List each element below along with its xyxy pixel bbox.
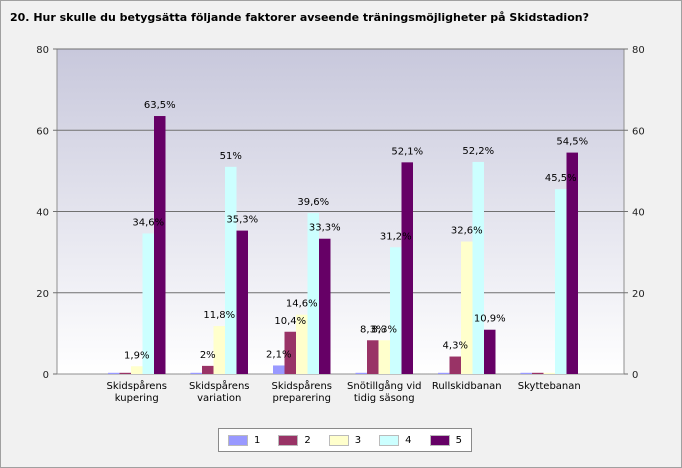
bar <box>566 152 578 374</box>
category-label: Snötillgång vid <box>347 379 421 392</box>
legend-label: 3 <box>354 434 362 446</box>
data-label: 34,6% <box>132 217 164 228</box>
category-label: tidig säsong <box>354 393 415 404</box>
bar <box>378 340 390 374</box>
bar <box>284 331 296 374</box>
legend-label: 1 <box>254 434 261 446</box>
bar <box>190 372 202 374</box>
legend-swatch <box>228 434 248 446</box>
category-label: Skyttebanan <box>518 381 581 392</box>
legend-swatch <box>278 434 299 446</box>
bar <box>213 326 225 374</box>
legend-item: 4 <box>379 434 412 446</box>
legend-item: 5 <box>429 434 462 446</box>
bar <box>307 213 319 374</box>
data-label: 1,9% <box>124 350 149 361</box>
legend: 1 2 3 4 5 <box>218 428 472 452</box>
y-tick-label-left: 40 <box>36 208 49 219</box>
legend-swatch <box>429 434 450 446</box>
legend-label: 5 <box>455 434 462 446</box>
data-label: 10,9% <box>474 314 506 325</box>
y-tick-label-right: 0 <box>632 370 638 381</box>
bar <box>296 314 308 374</box>
category-label: Skidspårens <box>271 379 332 392</box>
data-label: 2,1% <box>266 349 291 360</box>
bar <box>225 166 237 374</box>
data-label: 10,4% <box>274 316 306 327</box>
data-label: 35,3% <box>226 215 258 226</box>
bar <box>390 247 402 374</box>
bar <box>520 372 532 374</box>
bar <box>543 372 555 374</box>
data-label: 8,3% <box>372 324 397 335</box>
bar <box>484 329 496 374</box>
data-label: 54,5% <box>556 137 588 148</box>
bar <box>142 233 154 374</box>
bar <box>449 356 461 374</box>
data-label: 32,6% <box>451 226 483 237</box>
data-label: 31,2% <box>380 231 412 242</box>
bar <box>154 116 166 374</box>
bar <box>367 340 379 374</box>
bar <box>273 365 285 374</box>
y-tick-label-right: 20 <box>632 289 645 300</box>
y-tick-label-left: 60 <box>36 126 49 137</box>
legend-label: 4 <box>405 434 412 446</box>
data-label: 33,3% <box>309 223 341 234</box>
bar <box>461 241 473 374</box>
y-tick-label-left: 0 <box>43 370 49 381</box>
y-tick-label-left: 20 <box>36 289 49 300</box>
data-label: 4,3% <box>443 341 468 352</box>
bar <box>555 189 567 374</box>
data-label: 11,8% <box>203 310 235 321</box>
data-label: 2% <box>200 350 216 361</box>
bar <box>401 162 413 374</box>
bar <box>236 230 248 374</box>
bar <box>355 372 367 374</box>
data-label: 52,2% <box>462 146 494 157</box>
bar <box>108 372 120 374</box>
bar <box>532 372 544 374</box>
category-label: variation <box>197 393 241 404</box>
category-label: preparering <box>273 393 332 404</box>
legend-item: 2 <box>278 434 311 446</box>
bar <box>438 372 450 374</box>
category-label: Skidspårens <box>106 379 167 392</box>
bar <box>131 366 143 374</box>
chart-title: 20. Hur skulle du betygsätta följande fa… <box>10 11 589 24</box>
data-label: 39,6% <box>297 197 329 208</box>
legend-swatch <box>379 434 400 446</box>
bar <box>119 372 131 374</box>
legend-label: 2 <box>304 434 311 446</box>
data-label: 14,6% <box>286 299 318 310</box>
category-label: Skidspårens <box>189 379 250 392</box>
data-label: 51% <box>220 151 242 162</box>
category-label: kupering <box>115 393 159 404</box>
legend-item: 3 <box>328 434 362 446</box>
y-tick-label-right: 80 <box>632 45 645 56</box>
data-label: 45,5% <box>545 173 577 184</box>
bar <box>202 365 214 374</box>
bar <box>319 238 331 374</box>
data-label: 63,5% <box>144 100 176 111</box>
legend-swatch <box>328 434 349 446</box>
category-label: Rullskidbanan <box>432 381 502 392</box>
data-label: 8,3% <box>360 324 385 335</box>
y-tick-label-right: 40 <box>632 208 645 219</box>
data-label: 52,1% <box>391 146 423 157</box>
legend-item: 1 <box>228 434 261 446</box>
y-tick-label-left: 80 <box>36 45 49 56</box>
y-tick-label-right: 60 <box>632 126 645 137</box>
bar <box>472 161 484 374</box>
